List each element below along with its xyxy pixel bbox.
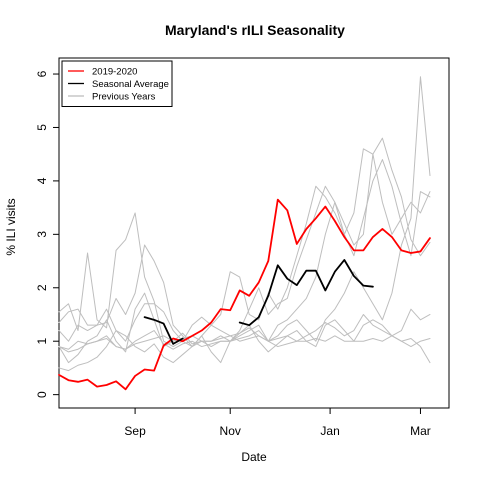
series-previous-year-4-line bbox=[58, 308, 431, 372]
y-tick-label-6: 6 bbox=[35, 70, 49, 77]
series-2019-2020-line bbox=[58, 198, 431, 391]
x-tick-label-3: Mar bbox=[410, 424, 431, 438]
legend-box bbox=[61, 60, 173, 107]
y-tick-label-2: 2 bbox=[35, 284, 49, 291]
x-tick-label-0: Sep bbox=[124, 424, 146, 438]
legend-label-1: Seasonal Average bbox=[92, 79, 169, 90]
series-previous-year-3-line bbox=[58, 76, 431, 364]
series-previous-year-6-line bbox=[58, 335, 431, 364]
series-seasonal-average-line bbox=[143, 259, 374, 345]
series-previous-year-2-line bbox=[58, 148, 431, 348]
legend-label-2: Previous Years bbox=[92, 91, 156, 102]
y-tick-label-0: 0 bbox=[35, 391, 49, 398]
plot-frame bbox=[58, 57, 450, 409]
y-axis-label: % ILI visits bbox=[4, 198, 18, 255]
y-tick-label-5: 5 bbox=[35, 124, 49, 131]
y-tick-label-4: 4 bbox=[35, 177, 49, 184]
chart-title: Maryland's rILI Seasonality bbox=[165, 22, 345, 38]
series-previous-year-0-line bbox=[58, 137, 431, 348]
legend-label-0: 2019-2020 bbox=[92, 66, 137, 77]
x-tick-label-1: Nov bbox=[220, 424, 241, 438]
y-tick-label-3: 3 bbox=[35, 231, 49, 238]
x-tick-label-2: Jan bbox=[320, 424, 339, 438]
series-previous-year-1-line bbox=[58, 159, 431, 348]
x-axis-label: Date bbox=[241, 450, 267, 464]
y-tick-label-1: 1 bbox=[35, 338, 49, 345]
